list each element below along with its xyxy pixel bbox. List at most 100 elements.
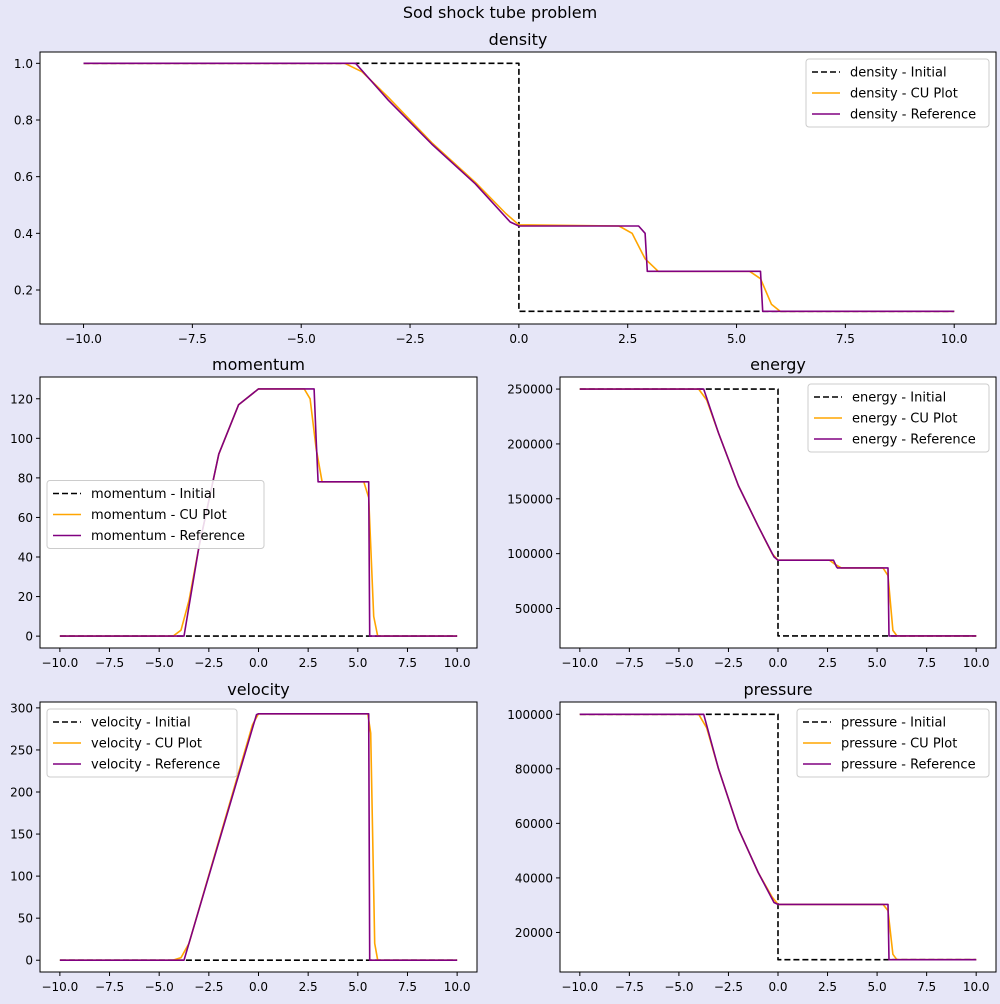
density-x-tick-label: 10.0 [941, 332, 968, 346]
pressure-x-tick-label: 5.0 [868, 980, 887, 994]
pressure-y-tick-label: 60000 [515, 817, 553, 831]
density-y-tick-label: 1.0 [14, 57, 33, 71]
energy-legend-label: energy - Initial [852, 391, 946, 406]
velocity-x-tick-label: 0.0 [249, 980, 268, 994]
figure-suptitle: Sod shock tube problem [403, 3, 597, 22]
pressure-x-tick-label: −5.0 [664, 980, 693, 994]
velocity-legend-label: velocity - CU Plot [91, 737, 202, 752]
pressure-legend-label: pressure - Initial [841, 716, 946, 731]
pressure-legend-box [796, 708, 990, 778]
density-legend: density - Initial density - CU Plot densit… [805, 58, 990, 128]
velocity-series-line-2 [59, 712, 458, 962]
pressure-x-tick-label: −2.5 [714, 980, 743, 994]
pressure-panel: pressure −10.0 −7.5 −5.0 −2.5 0.0 2.5 5.0 7.5 10.… [507, 680, 997, 994]
velocity-panel: velocity −10.0 −7.5 −5.0 −2.5 0.0 2.5 5.0 7.5 10.… [10, 680, 478, 994]
velocity-y-tick-label: 50 [18, 912, 33, 926]
momentum-y-tick-label: 60 [18, 511, 33, 525]
energy-series-line-2 [579, 388, 977, 637]
velocity-legend-label: velocity - Initial [91, 716, 191, 731]
velocity-x-tick-label: −5.0 [145, 980, 174, 994]
momentum-y-tick-label: 40 [18, 551, 33, 565]
pressure-y-tick-label: 100000 [507, 708, 553, 722]
velocity-x-tick-label: 7.5 [398, 980, 417, 994]
velocity-x-tick-label: 10.0 [444, 980, 471, 994]
momentum-x-tick-label: 2.5 [299, 656, 318, 670]
momentum-legend-box [46, 480, 265, 549]
energy-title: energy [750, 355, 806, 374]
pressure-x-tick-label: 2.5 [818, 980, 837, 994]
density-x-tick-label: 2.5 [618, 332, 637, 346]
pressure-x-tick-label: −7.5 [615, 980, 644, 994]
pressure-legend-label: pressure - CU Plot [841, 737, 957, 752]
density-title: density [489, 30, 548, 49]
momentum-legend-label: momentum - Reference [91, 529, 245, 544]
momentum-y-tick-label: 100 [10, 432, 33, 446]
velocity-x-tick-label: 5.0 [348, 980, 367, 994]
density-y-tick-label: 0.4 [14, 227, 33, 241]
density-legend-label: density - CU Plot [850, 87, 958, 102]
momentum-y-tick-label: 120 [10, 392, 33, 406]
density-x-tick-label: 7.5 [836, 332, 855, 346]
energy-y-tick-label: 150000 [507, 492, 553, 506]
density-x-tick-label: 0.0 [509, 332, 528, 346]
energy-x-tick-label: 10.0 [963, 656, 990, 670]
velocity-y-tick-label: 150 [10, 828, 33, 842]
energy-legend-label: energy - Reference [852, 433, 976, 448]
energy-x-tick-label: 0.0 [768, 656, 787, 670]
velocity-x-tick-label: −7.5 [95, 980, 124, 994]
momentum-legend-label: momentum - Initial [91, 487, 215, 502]
momentum-series-line-2 [59, 388, 458, 637]
energy-y-tick-label: 50000 [515, 602, 553, 616]
energy-x-tick-label: −7.5 [615, 656, 644, 670]
energy-legend-label: energy - CU Plot [852, 412, 957, 427]
pressure-series-line-2 [579, 713, 977, 961]
pressure-title: pressure [743, 680, 812, 699]
momentum-title: momentum [212, 355, 305, 374]
energy-x-tick-label: 7.5 [917, 656, 936, 670]
density-x-tick-label: −2.5 [395, 332, 424, 346]
density-y-tick-label: 0.2 [14, 284, 33, 298]
velocity-y-tick-label: 0 [25, 954, 33, 968]
velocity-y-tick-label: 200 [10, 786, 33, 800]
momentum-legend-label: momentum - CU Plot [91, 508, 227, 523]
velocity-y-tick-label: 300 [10, 701, 33, 715]
density-series-line-2 [83, 62, 955, 313]
pressure-y-tick-label: 80000 [515, 762, 553, 776]
density-panel: density −10.0 −7.5 −5.0 −2.5 0.0 2.5 5.0 7.5 10.0… [14, 30, 997, 346]
energy-y-tick-label: 200000 [507, 437, 553, 451]
velocity-legend: velocity - Initial velocity - CU Plot velo… [46, 708, 238, 778]
velocity-x-tick-label: 2.5 [299, 980, 318, 994]
momentum-y-tick-label: 80 [18, 471, 33, 485]
energy-x-tick-label: −2.5 [714, 656, 743, 670]
energy-x-tick-label: −10.0 [561, 656, 598, 670]
energy-legend-box [807, 383, 990, 453]
pressure-x-tick-label: −10.0 [561, 980, 598, 994]
pressure-x-tick-label: 10.0 [963, 980, 990, 994]
density-x-tick-label: 5.0 [727, 332, 746, 346]
velocity-y-tick-label: 250 [10, 743, 33, 757]
energy-x-tick-label: 2.5 [818, 656, 837, 670]
momentum-x-tick-label: −10.0 [41, 656, 78, 670]
momentum-legend: momentum - Initial momentum - CU Plot mome… [46, 480, 265, 549]
momentum-x-tick-label: 10.0 [444, 656, 471, 670]
momentum-x-tick-label: −5.0 [145, 656, 174, 670]
velocity-x-tick-label: −2.5 [194, 980, 223, 994]
velocity-y-tick-label: 100 [10, 870, 33, 884]
pressure-x-tick-label: 7.5 [917, 980, 936, 994]
pressure-legend-label: pressure - Reference [841, 758, 976, 773]
momentum-y-tick-label: 0 [25, 630, 33, 644]
energy-y-tick-label: 250000 [507, 383, 553, 397]
velocity-title: velocity [227, 680, 290, 699]
pressure-legend: pressure - Initial pressure - CU Plot pres… [796, 708, 990, 778]
pressure-y-tick-label: 40000 [515, 871, 553, 885]
density-axes-frame [39, 51, 997, 325]
energy-x-tick-label: 5.0 [868, 656, 887, 670]
energy-panel: energy −10.0 −7.5 −5.0 −2.5 0.0 2.5 5.0 7.5 10.0 5… [507, 355, 997, 670]
pressure-x-tick-label: 0.0 [768, 980, 787, 994]
density-legend-label: density - Initial [850, 66, 947, 81]
density-x-tick-label: −10.0 [65, 332, 102, 346]
density-legend-label: density - Reference [850, 108, 976, 123]
momentum-x-tick-label: 0.0 [249, 656, 268, 670]
momentum-panel: momentum −10.0 −7.5 −5.0 −2.5 0.0 2.5 5.0 7.5 10.… [10, 355, 478, 670]
